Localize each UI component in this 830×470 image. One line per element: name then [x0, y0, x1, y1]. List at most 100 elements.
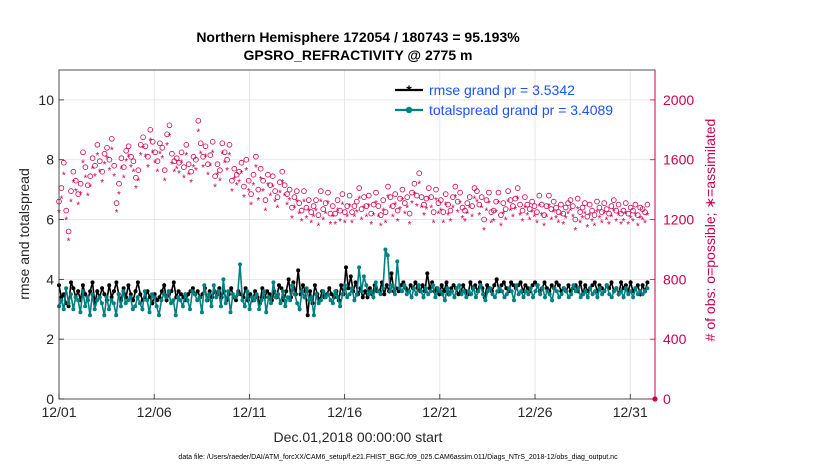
obs-assimilated-point: * [367, 202, 371, 213]
rmse-point [344, 265, 348, 270]
obs-assimilated-point: * [218, 177, 222, 188]
obs-possible-point [154, 158, 161, 165]
totalspread-point [80, 289, 85, 294]
obs-possible-point [205, 161, 211, 168]
totalspread-point [185, 298, 190, 303]
obs-possible-point [279, 168, 286, 175]
obs-assimilated-point: * [144, 153, 148, 164]
totalspread-point [295, 301, 300, 306]
obs-assimilated-point: * [499, 222, 503, 233]
totalspread-point [71, 307, 76, 312]
x-tick-label: 12/06 [137, 404, 172, 420]
totalspread-point [142, 289, 147, 294]
rmse-point [234, 298, 238, 303]
obs-assimilated-point: * [422, 211, 426, 222]
totalspread-point [595, 295, 600, 300]
totalspread-point [304, 286, 309, 291]
obs-assimilated-point: * [451, 204, 455, 215]
totalspread-line [58, 249, 649, 316]
totalspread-point [454, 286, 459, 291]
obs-possible-point [65, 228, 72, 235]
obs-possible-point [109, 136, 115, 142]
totalspread-point [459, 292, 464, 297]
obs-possible-point [548, 206, 555, 212]
totalspread-point [211, 283, 216, 288]
totalspread-point [178, 298, 183, 303]
obs-assimilated-point: * [436, 210, 440, 221]
obs-possible-point [183, 142, 190, 148]
obs-possible-point [193, 156, 199, 163]
obs-possible-point [176, 159, 182, 166]
obs-possible-point [305, 197, 312, 203]
obs-possible-point [591, 212, 598, 218]
totalspread-point [207, 292, 212, 297]
totalspread-point [61, 307, 66, 312]
obs-assimilated-point: * [636, 222, 640, 233]
obs-possible-point [123, 148, 129, 154]
obs-assimilated-point: * [530, 208, 534, 219]
totalspread-point [285, 295, 290, 300]
obs-possible-point [346, 192, 353, 199]
totalspread-point [471, 286, 476, 291]
obs-assimilated-point: * [369, 220, 373, 231]
obs-possible-point [341, 209, 348, 215]
totalspread-point [543, 295, 547, 300]
obs-possible-point [202, 143, 209, 150]
obs-assimilated-point: * [208, 162, 212, 173]
obs-assimilated-point: * [336, 207, 340, 218]
rmse-point [346, 286, 351, 291]
totalspread-point [102, 313, 107, 318]
totalspread-point [397, 286, 402, 291]
totalspread-point [107, 307, 111, 312]
obs-assimilated-point: * [98, 168, 102, 179]
totalspread-point [161, 292, 166, 297]
y-axis-right-label: # of obs: o=possible; ∗=assimilated [702, 119, 718, 342]
obs-possible-point [531, 203, 538, 209]
rmse-point [542, 280, 547, 285]
rmse-point [301, 283, 305, 288]
rmse-point [544, 286, 549, 291]
totalspread-point [590, 292, 595, 297]
obs-assimilated-point: * [523, 204, 527, 215]
totalspread-point [464, 295, 469, 300]
obs-assimilated-point: * [564, 214, 568, 225]
rmse-point [128, 292, 133, 297]
rmse-point [253, 289, 258, 294]
obs-possible-point [413, 192, 420, 199]
totalspread-point [597, 286, 602, 291]
obs-assimilated-point: * [429, 204, 433, 215]
totalspread-point [254, 292, 259, 297]
totalspread-point [73, 295, 78, 300]
obs-possible-point [58, 185, 65, 191]
chart-title-line2: GPSRO_REFRACTIVITY @ 2775 m [244, 47, 473, 63]
obs-assimilated-point: * [374, 199, 378, 210]
totalspread-point [235, 292, 240, 297]
x-tick-label: 12/31 [613, 404, 648, 420]
obs-assimilated-point: * [59, 195, 63, 206]
obs-possible-point [226, 142, 233, 148]
obs-assimilated-point: * [319, 198, 323, 209]
obs-possible-point [255, 186, 262, 193]
obs-possible-point [111, 162, 117, 169]
obs-possible-point [94, 142, 101, 148]
obs-assimilated-point: * [340, 201, 344, 212]
obs-possible-point [452, 183, 459, 190]
totalspread-point [481, 292, 485, 297]
totalspread-point [314, 292, 319, 297]
totalspread-point [462, 289, 466, 294]
obs-possible-point [425, 185, 432, 191]
totalspread-point [240, 298, 245, 303]
rmse-point [549, 283, 554, 288]
totalspread-point [392, 292, 397, 297]
obs-assimilated-point: * [292, 204, 296, 215]
totalspread-point [523, 289, 528, 294]
obs-possible-point [572, 216, 579, 223]
footnote: data file: /Users/raeder/DAI/ATM_forcXX/… [178, 454, 618, 461]
totalspread-point [171, 298, 176, 303]
totalspread-point [214, 295, 219, 300]
totalspread-point [421, 295, 426, 300]
totalspread-point [645, 286, 650, 291]
rmse-point [554, 280, 559, 285]
obs-assimilated-point: * [153, 159, 157, 170]
obs-assimilated-point: * [633, 211, 637, 222]
